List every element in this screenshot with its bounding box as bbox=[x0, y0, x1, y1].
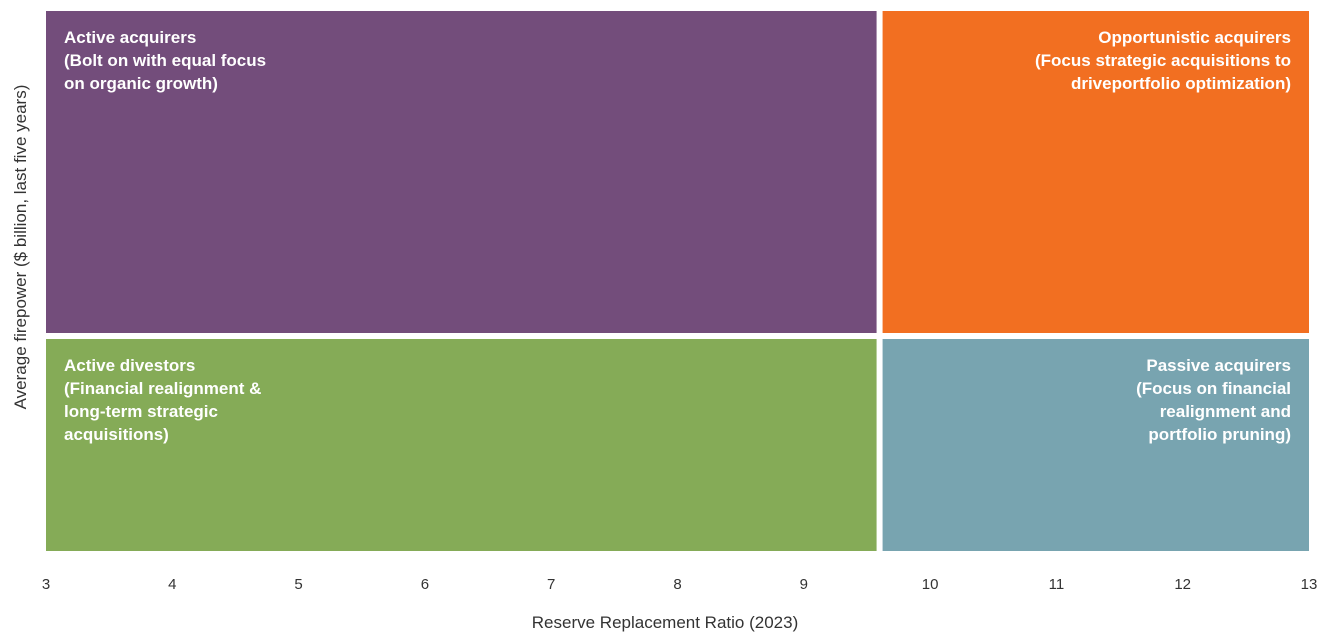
quadrant-label-line: portfolio pruning) bbox=[1148, 425, 1291, 444]
x-tick-label: 3 bbox=[42, 576, 50, 593]
x-tick-label: 12 bbox=[1174, 576, 1191, 593]
quadrant-label-line: realignment and bbox=[1160, 402, 1291, 421]
x-axis-ticks: 3 4 5 6 7 8 9 10 11 12 13 bbox=[42, 576, 1318, 593]
quadrants bbox=[46, 11, 1309, 551]
quadrant-passive-acquirers bbox=[882, 339, 1309, 551]
quadrant-active-acquirers bbox=[46, 11, 877, 333]
quadrant-opportunistic-acquirers bbox=[882, 11, 1309, 333]
x-axis-title: Reserve Replacement Ratio (2023) bbox=[532, 613, 798, 632]
x-tick-label: 13 bbox=[1301, 576, 1318, 593]
quadrant-label-line: (Financial realignment & bbox=[64, 379, 261, 398]
quadrant-label-line: long-term strategic bbox=[64, 402, 218, 421]
quadrant-label-active-acquirers: Active acquirers (Bolt on with equal focu… bbox=[64, 28, 266, 93]
quadrant-label-line: acquisitions) bbox=[64, 425, 169, 444]
x-tick-label: 5 bbox=[294, 576, 302, 593]
quadrant-label-line: (Focus strategic acquisitions to bbox=[1035, 51, 1291, 70]
quadrant-labels: Active acquirers (Bolt on with equal focu… bbox=[64, 28, 1291, 444]
x-tick-label: 6 bbox=[421, 576, 429, 593]
quadrant-active-divestors bbox=[46, 339, 877, 551]
quadrant-label-line: Active divestors bbox=[64, 356, 195, 375]
x-tick-label: 10 bbox=[922, 576, 939, 593]
x-tick-label: 11 bbox=[1049, 576, 1065, 593]
x-tick-label: 9 bbox=[800, 576, 808, 593]
y-axis-title: Average firepower ($ billion, last five … bbox=[11, 85, 30, 410]
x-tick-label: 7 bbox=[547, 576, 555, 593]
quadrant-label-line: (Bolt on with equal focus bbox=[64, 51, 266, 70]
quadrant-label-line: driveportfolio optimization) bbox=[1071, 74, 1291, 93]
x-tick-label: 4 bbox=[168, 576, 176, 593]
x-tick-label: 8 bbox=[673, 576, 681, 593]
quadrant-label-opportunistic-acquirers: Opportunistic acquirers (Focus strategic … bbox=[1035, 28, 1291, 93]
quadrant-label-line: Opportunistic acquirers bbox=[1098, 28, 1291, 47]
quadrant-label-line: Active acquirers bbox=[64, 28, 196, 47]
quadrant-label-line: Passive acquirers bbox=[1146, 356, 1291, 375]
quadrant-label-line: on organic growth) bbox=[64, 74, 218, 93]
quadrant-label-active-divestors: Active divestors (Financial realignment &… bbox=[64, 356, 261, 444]
quadrant-label-passive-acquirers: Passive acquirers (Focus on financial real… bbox=[1136, 356, 1291, 444]
quadrant-label-line: (Focus on financial bbox=[1136, 379, 1291, 398]
